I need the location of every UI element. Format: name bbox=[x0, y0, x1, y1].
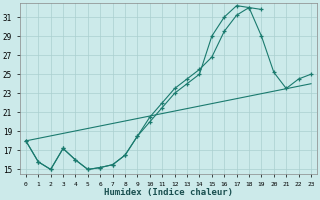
X-axis label: Humidex (Indice chaleur): Humidex (Indice chaleur) bbox=[104, 188, 233, 197]
